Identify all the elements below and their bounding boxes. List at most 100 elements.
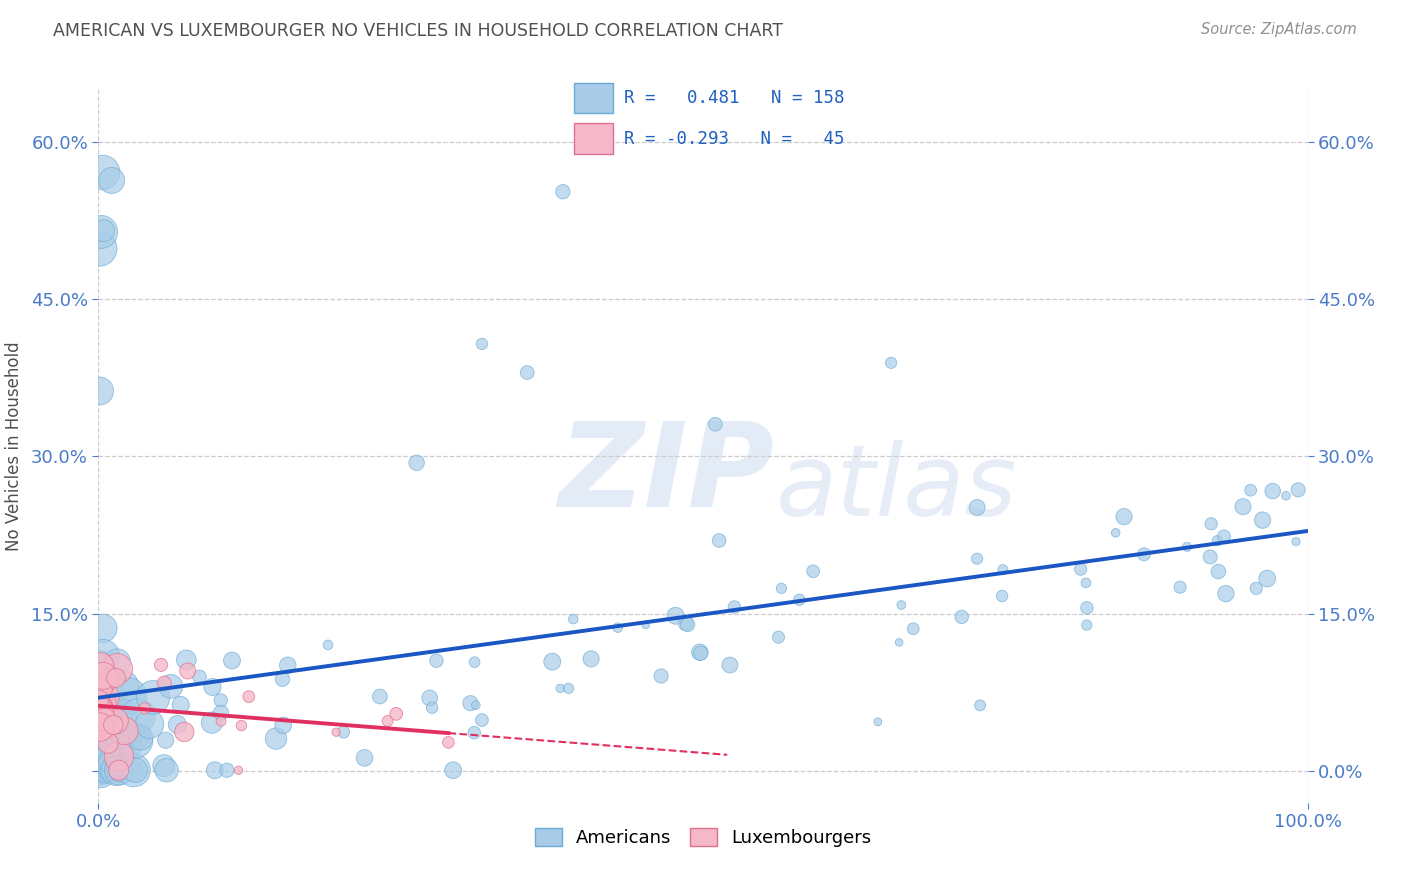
Point xyxy=(89,701,111,715)
Text: R =   0.481   N = 158: R = 0.481 N = 158 xyxy=(624,89,845,107)
Point xyxy=(114,706,136,720)
Point xyxy=(188,670,211,684)
Point xyxy=(89,706,111,720)
Point xyxy=(887,635,910,649)
Point xyxy=(107,655,129,669)
Point xyxy=(676,617,699,632)
Point xyxy=(103,718,125,732)
Point xyxy=(97,728,120,742)
Point xyxy=(969,698,991,713)
Point xyxy=(1213,529,1236,543)
Point xyxy=(101,754,124,768)
Point xyxy=(89,737,111,751)
FancyBboxPatch shape xyxy=(574,83,613,113)
Point xyxy=(93,690,115,705)
Point xyxy=(89,719,111,733)
Point xyxy=(152,758,174,772)
Point xyxy=(707,533,730,548)
Point xyxy=(264,731,287,746)
Point xyxy=(176,653,198,667)
FancyBboxPatch shape xyxy=(574,123,613,153)
Point xyxy=(89,762,111,776)
Point xyxy=(1208,565,1230,579)
Point xyxy=(94,729,117,743)
Point xyxy=(155,733,177,747)
Point xyxy=(91,621,114,635)
Point xyxy=(950,610,973,624)
Point xyxy=(718,658,741,673)
Point xyxy=(1256,572,1278,586)
Point xyxy=(98,751,121,765)
Point xyxy=(1215,587,1237,601)
Point xyxy=(541,655,564,669)
Point xyxy=(890,598,912,612)
Point xyxy=(125,733,148,747)
Point xyxy=(129,731,152,745)
Point xyxy=(789,592,811,607)
Text: ZIP: ZIP xyxy=(558,417,773,532)
Point xyxy=(138,717,160,731)
Point xyxy=(675,616,697,631)
Text: R = -0.293   N =   45: R = -0.293 N = 45 xyxy=(624,129,845,147)
Point xyxy=(94,735,117,749)
Point xyxy=(1275,489,1298,503)
Point xyxy=(689,646,711,660)
Point xyxy=(991,563,1014,577)
Point xyxy=(689,645,711,659)
Point xyxy=(1285,534,1308,549)
Point xyxy=(201,680,224,694)
Point xyxy=(966,500,988,515)
Point xyxy=(425,654,447,668)
Point xyxy=(1076,600,1098,615)
Text: Source: ZipAtlas.com: Source: ZipAtlas.com xyxy=(1201,22,1357,37)
Point xyxy=(118,730,141,744)
Point xyxy=(548,681,571,696)
Point xyxy=(108,764,131,778)
Point xyxy=(551,185,574,199)
Point xyxy=(1199,549,1222,564)
Point xyxy=(89,700,111,714)
Point xyxy=(90,759,112,773)
Point xyxy=(89,743,111,757)
Point xyxy=(89,764,111,778)
Point xyxy=(94,675,117,690)
Point xyxy=(231,718,253,732)
Point xyxy=(1206,533,1229,548)
Point xyxy=(460,696,482,710)
Point xyxy=(153,676,176,690)
Point xyxy=(420,700,443,714)
Point xyxy=(201,715,224,730)
Point xyxy=(89,701,111,715)
Point xyxy=(770,582,793,596)
Point xyxy=(100,173,122,187)
Point xyxy=(204,764,226,778)
Point xyxy=(209,706,232,720)
Point xyxy=(579,652,602,666)
Point xyxy=(90,757,112,772)
Point xyxy=(93,224,115,238)
Point xyxy=(471,713,494,727)
Point xyxy=(89,693,111,707)
Point xyxy=(271,672,294,686)
Point xyxy=(89,384,111,398)
Point xyxy=(464,655,486,669)
Point xyxy=(385,706,408,721)
Text: AMERICAN VS LUXEMBOURGER NO VEHICLES IN HOUSEHOLD CORRELATION CHART: AMERICAN VS LUXEMBOURGER NO VEHICLES IN … xyxy=(53,22,783,40)
Point xyxy=(463,725,485,739)
Point xyxy=(1261,483,1284,498)
Point xyxy=(101,708,124,723)
Point xyxy=(89,657,111,672)
Point xyxy=(209,714,232,729)
Point xyxy=(107,730,129,744)
Point xyxy=(93,713,115,727)
Point xyxy=(89,764,111,778)
Point xyxy=(91,648,114,663)
Point xyxy=(316,638,339,652)
Point xyxy=(557,681,579,696)
Point xyxy=(991,589,1014,603)
Point xyxy=(441,764,464,778)
Point xyxy=(271,718,294,732)
Point xyxy=(1070,562,1092,576)
Point xyxy=(723,600,745,615)
Point xyxy=(150,657,173,672)
